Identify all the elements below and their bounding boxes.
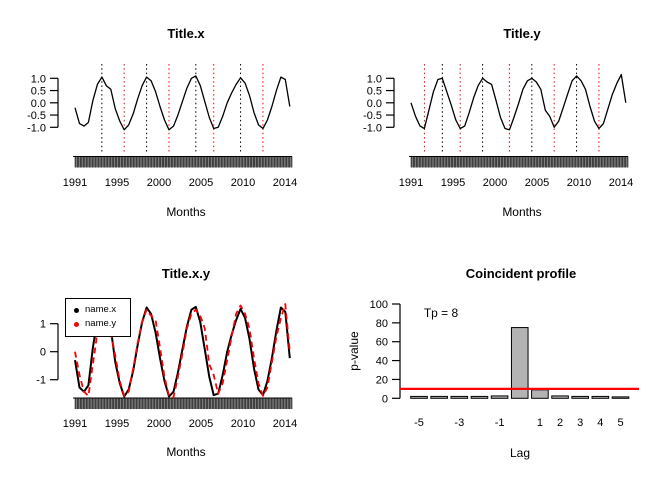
svg-text:60: 60	[376, 337, 388, 349]
legend: name.x name.y	[65, 298, 131, 337]
svg-text:-1.0: -1.0	[363, 122, 382, 134]
legend-marker-black-dot	[74, 307, 79, 313]
svg-text:100: 100	[370, 299, 388, 311]
svg-text:0: 0	[382, 393, 388, 405]
bar-lag--2	[470, 395, 489, 399]
panel-coincident-xlabel: Lag	[509, 446, 531, 460]
svg-text:1.0: 1.0	[367, 73, 382, 85]
tp-annotation: Tp = 8	[423, 306, 459, 320]
svg-text:1991: 1991	[63, 177, 87, 189]
panel-title-y-heading: Title.y	[503, 26, 541, 41]
title-x-plot: 1.00.50.0-0.5-1.0 1991 1995 2000 2005 2010 201…	[27, 64, 297, 189]
monthly-rug-ticks	[74, 156, 293, 168]
svg-text:-1: -1	[36, 375, 46, 387]
panel-title-x-heading: Title.x	[167, 26, 205, 41]
bar-lag-3	[571, 395, 589, 399]
series-line	[410, 73, 627, 131]
svg-text:2000: 2000	[483, 177, 507, 189]
legend-item-name-y: name.y	[66, 317, 130, 331]
panel-title-x-xlabel: Months	[166, 205, 206, 219]
coincident-profile-plot: 0 20 40 60 80 100 -5 -3 -1 1 2 3 4 5	[370, 299, 639, 429]
svg-text:1991: 1991	[63, 418, 87, 430]
svg-text:2005: 2005	[189, 418, 213, 430]
svg-text:1995: 1995	[105, 177, 129, 189]
bar-lag-4	[591, 395, 610, 399]
legend-label-name-x: name.x	[85, 304, 117, 315]
panel-coincident-profile: Coincident profile p-value Tp = 8 0 20 40 6…	[336, 240, 672, 480]
monthly-rug-ticks	[74, 398, 293, 409]
svg-text:1.0: 1.0	[31, 73, 46, 85]
bar-lag-5	[611, 396, 630, 399]
svg-text:1991: 1991	[399, 177, 423, 189]
panel-coincident-heading: Coincident profile	[465, 266, 577, 281]
bar-lag--1	[490, 395, 509, 399]
svg-text:-1: -1	[495, 417, 505, 429]
bar-lag--5	[410, 395, 428, 399]
svg-text:2014: 2014	[609, 177, 633, 189]
legend-marker-red-dot	[74, 321, 79, 327]
svg-text:5: 5	[617, 417, 623, 429]
svg-text:2: 2	[557, 417, 563, 429]
monthly-rug-ticks	[410, 156, 629, 168]
svg-text:0.5: 0.5	[31, 86, 46, 98]
svg-text:40: 40	[376, 356, 388, 368]
svg-text:4: 4	[597, 417, 603, 429]
bar-lag-0	[510, 327, 529, 399]
svg-text:2005: 2005	[189, 177, 213, 189]
svg-text:-3: -3	[454, 417, 464, 429]
svg-text:0: 0	[40, 347, 46, 359]
bar-lag--4	[430, 395, 448, 399]
svg-text:1: 1	[40, 319, 46, 331]
panel-title-xy: Title.x.y 1 0 -1 1991 1995 2000 2005 2010 2014 n…	[0, 240, 336, 480]
panel-title-x: Title.x 1.0 0.5 0.0 -0.5 -1.0 1991 1995 2000 200…	[0, 0, 336, 240]
svg-text:2005: 2005	[525, 177, 549, 189]
svg-text:-0.5: -0.5	[27, 110, 46, 122]
bar-lag-1	[531, 389, 549, 399]
svg-text:2010: 2010	[231, 418, 255, 430]
svg-text:80: 80	[376, 318, 388, 330]
svg-text:20: 20	[376, 374, 388, 386]
svg-text:2010: 2010	[567, 177, 591, 189]
title-y-plot: 1.00.50.0-0.5-1.0 1991 1995 2000 2005 2010 201…	[363, 64, 633, 189]
svg-text:0.0: 0.0	[31, 98, 46, 110]
panel-title-y-xlabel: Months	[502, 205, 542, 219]
legend-label-name-y: name.y	[85, 318, 117, 329]
panel-title-y: Title.y 1.0 0.5 0.0 -0.5 -1.0 1991 1995 2000 200…	[336, 0, 672, 240]
svg-text:-1.0: -1.0	[27, 122, 46, 134]
pvalue-bars	[410, 327, 630, 399]
svg-text:-5: -5	[414, 417, 424, 429]
panel-title-xy-heading: Title.x.y	[161, 266, 211, 281]
svg-text:1995: 1995	[441, 177, 465, 189]
bar-lag-2	[551, 395, 569, 399]
svg-text:2014: 2014	[273, 418, 297, 430]
svg-text:-0.5: -0.5	[363, 110, 382, 122]
svg-text:1: 1	[537, 417, 543, 429]
svg-text:2010: 2010	[231, 177, 255, 189]
legend-item-name-x: name.x	[66, 303, 130, 317]
svg-text:2000: 2000	[147, 418, 171, 430]
svg-text:1995: 1995	[105, 418, 129, 430]
bar-lag--3	[450, 395, 469, 399]
panel-title-xy-xlabel: Months	[166, 445, 206, 459]
svg-text:0.0: 0.0	[367, 98, 382, 110]
svg-text:3: 3	[577, 417, 583, 429]
svg-text:2000: 2000	[147, 177, 171, 189]
svg-text:0.5: 0.5	[367, 86, 382, 98]
svg-text:2014: 2014	[273, 177, 297, 189]
series-line	[74, 75, 291, 131]
title-xy-plot: 1 0 -1 1991 1995 2000 2005 2010 2014	[36, 303, 297, 430]
